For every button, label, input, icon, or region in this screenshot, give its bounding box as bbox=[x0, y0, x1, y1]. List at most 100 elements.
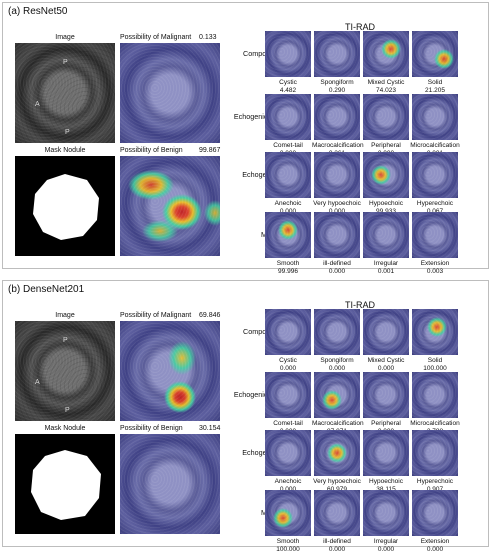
tirad-thumbnail bbox=[314, 430, 360, 476]
image-label: Image bbox=[55, 312, 75, 319]
malignant-label: Possibility of Malignant bbox=[120, 34, 192, 41]
tirad-thumbnail bbox=[412, 94, 458, 140]
tirad-class-name: Macrocalcification bbox=[312, 420, 364, 427]
tirad-thumbnail bbox=[314, 152, 360, 198]
malignant-heatmap bbox=[120, 321, 220, 421]
tirad-thumbnail bbox=[363, 490, 409, 536]
image-label: Image bbox=[55, 34, 75, 41]
tirad-class-name: Irregular bbox=[373, 538, 399, 545]
overlay-letter: P bbox=[63, 59, 68, 66]
tirad-class-value: 0.000 bbox=[263, 486, 313, 493]
tirad-thumbnail bbox=[265, 372, 311, 418]
tirad-row-label: Echogenic Foci bbox=[233, 112, 283, 121]
overlay-letter: P bbox=[65, 129, 70, 136]
tirad-class-name: Very hypoechoic bbox=[313, 200, 361, 207]
tirad-class-value: 0.000 bbox=[279, 365, 297, 372]
tirad-row-label: Echogenic Foci bbox=[233, 390, 283, 399]
tirad-class-name: Solid bbox=[427, 357, 443, 364]
tirad-row-label: Composition bbox=[243, 327, 283, 336]
tirad-class-name: Peripheral bbox=[371, 420, 401, 427]
tirad-class-value: 0.000 bbox=[312, 208, 362, 215]
tirad-row-label: Composition bbox=[243, 49, 283, 58]
tirad-thumbnail bbox=[314, 31, 360, 77]
tirad-thumbnail bbox=[363, 212, 409, 258]
tirad-class-value: 100.000 bbox=[423, 365, 447, 372]
tirad-thumbnail bbox=[412, 309, 458, 355]
tirad-thumbnail bbox=[363, 152, 409, 198]
heat-spot bbox=[142, 220, 178, 242]
heat-spot bbox=[322, 389, 343, 410]
tirad-thumbnail bbox=[363, 372, 409, 418]
tirad-thumbnail bbox=[363, 309, 409, 355]
tirad-thumbnail bbox=[265, 152, 311, 198]
heat-spot bbox=[278, 220, 298, 241]
tirad-class-name: Anechoic bbox=[274, 200, 302, 207]
benign-value: 99.867 bbox=[199, 147, 221, 154]
tirad-class-value: 74.023 bbox=[376, 87, 396, 94]
tirad-class-name: Extension bbox=[420, 538, 450, 545]
heat-spot bbox=[168, 341, 196, 375]
panel-resnet50: (a) ResNet50 Image Possibility of Malign… bbox=[2, 2, 489, 275]
tirad-class-name: Smooth bbox=[276, 538, 300, 545]
tirad-thumbnail bbox=[314, 490, 360, 536]
tirad-class-name: Spongiform bbox=[320, 357, 354, 364]
tirad-class-value: 99.996 bbox=[278, 268, 298, 275]
benign-label: Possibility of Benign bbox=[120, 425, 183, 432]
tirad-thumbnail bbox=[412, 152, 458, 198]
mask-nodule-image bbox=[15, 156, 115, 256]
tirad-class-value: 0.067 bbox=[410, 208, 460, 215]
panel-title: (b) DenseNet201 bbox=[8, 284, 85, 295]
tirad-thumbnail bbox=[412, 490, 458, 536]
tirad-class-value: 0.001 bbox=[377, 268, 395, 275]
tirad-thumbnail bbox=[363, 94, 409, 140]
tirad-thumbnail bbox=[265, 31, 311, 77]
heat-spot bbox=[128, 170, 174, 200]
overlay-letter: P bbox=[63, 337, 68, 344]
tirad-thumbnail bbox=[412, 430, 458, 476]
mask-label: Mask Nodule bbox=[44, 147, 86, 154]
tirad-title: TI-RAD bbox=[345, 300, 375, 310]
panel-densenet201: (b) DenseNet201 Image Possibility of Mal… bbox=[2, 280, 489, 553]
tirad-class-name: Extension bbox=[420, 260, 450, 267]
tirad-class-name: Mixed Cystic bbox=[367, 357, 405, 364]
tirad-class-name: Hyperechoic bbox=[416, 478, 454, 485]
malignant-label: Possibility of Malignant bbox=[120, 312, 192, 319]
benign-label: Possibility of Benign bbox=[120, 147, 183, 154]
tirad-class-name: Macrocalcification bbox=[312, 142, 364, 149]
tirad-class-name: Comet-tail bbox=[273, 420, 303, 427]
tirad-thumbnail bbox=[265, 309, 311, 355]
tirad-class-name: Microcalcification bbox=[410, 142, 460, 149]
tirad-thumbnail bbox=[314, 94, 360, 140]
tirad-class-value: 21.205 bbox=[425, 87, 445, 94]
tirad-class-value: 0.907 bbox=[410, 486, 460, 493]
tirad-thumbnail bbox=[265, 212, 311, 258]
tirad-class-value: 0.000 bbox=[328, 268, 346, 275]
tirad-class-value: 38.115 bbox=[361, 486, 411, 493]
malignant-heatmap bbox=[120, 43, 220, 143]
tirad-thumbnail bbox=[412, 31, 458, 77]
mask-label: Mask Nodule bbox=[44, 425, 86, 432]
tirad-class-name: Solid bbox=[427, 79, 443, 86]
tirad-class-name: Cystic bbox=[279, 79, 297, 86]
tirad-thumbnail bbox=[265, 94, 311, 140]
heat-spot bbox=[434, 48, 455, 69]
tirad-class-name: Hypoechoic bbox=[369, 200, 403, 207]
heat-spot bbox=[162, 194, 202, 230]
tirad-class-name: Cystic bbox=[279, 357, 297, 364]
tirad-thumbnail bbox=[412, 212, 458, 258]
tirad-class-value: 0.003 bbox=[426, 268, 444, 275]
tirad-class-name: Peripheral bbox=[371, 142, 401, 149]
ultrasound-image: P A P bbox=[15, 43, 115, 143]
tirad-class-name: Irregular bbox=[373, 260, 399, 267]
panel-title: (a) ResNet50 bbox=[8, 6, 68, 17]
tirad-class-value: 4.482 bbox=[279, 87, 297, 94]
tirad-thumbnail bbox=[412, 372, 458, 418]
tirad-class-name: Spongiform bbox=[320, 79, 354, 86]
tirad-class-value: 99.933 bbox=[361, 208, 411, 215]
malignant-value: 0.133 bbox=[199, 34, 217, 41]
heat-spot bbox=[371, 165, 392, 185]
tirad-thumbnail bbox=[363, 430, 409, 476]
heat-spot bbox=[327, 443, 347, 463]
tirad-thumbnail bbox=[314, 212, 360, 258]
tirad-thumbnail bbox=[363, 31, 409, 77]
